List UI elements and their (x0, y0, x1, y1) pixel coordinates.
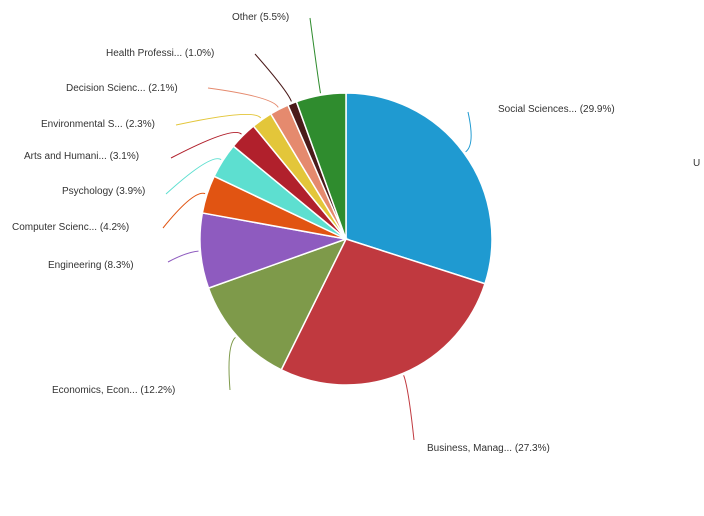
leader-line (162, 192, 206, 229)
slice-label: Engineering (8.3%) (48, 260, 134, 271)
slice-label: Business, Manag... (27.3%) (427, 443, 550, 454)
partial-edge-label: U (693, 158, 701, 169)
pie-slice[interactable] (345, 92, 493, 285)
leader-line (465, 111, 472, 153)
leader-line (207, 87, 279, 108)
leader-line (309, 17, 321, 94)
slice-label: Economics, Econ... (12.2%) (52, 385, 176, 396)
slice-label: Decision Scienc... (2.1%) (66, 83, 178, 94)
leader-line (165, 158, 222, 195)
leader-line (175, 113, 262, 126)
slice-label: Arts and Humani... (3.1%) (24, 151, 140, 162)
leader-line (254, 53, 292, 102)
slice-label: Environmental S... (2.3%) (41, 119, 155, 130)
pie-slice[interactable] (295, 92, 347, 240)
slice-label: Psychology (3.9%) (62, 186, 146, 197)
slice-label: Health Professi... (1.0%) (106, 48, 215, 59)
pie-slice[interactable] (207, 237, 348, 371)
leader-line (228, 337, 236, 391)
leader-line (170, 131, 242, 159)
slice-label: Computer Scienc... (4.2%) (12, 222, 130, 233)
slice-label: Social Sciences... (29.9%) (498, 104, 615, 115)
pie-slice[interactable] (280, 238, 486, 386)
leader-line (403, 375, 415, 441)
leader-line (167, 250, 199, 263)
slice-label: Other (5.5%) (232, 12, 290, 23)
